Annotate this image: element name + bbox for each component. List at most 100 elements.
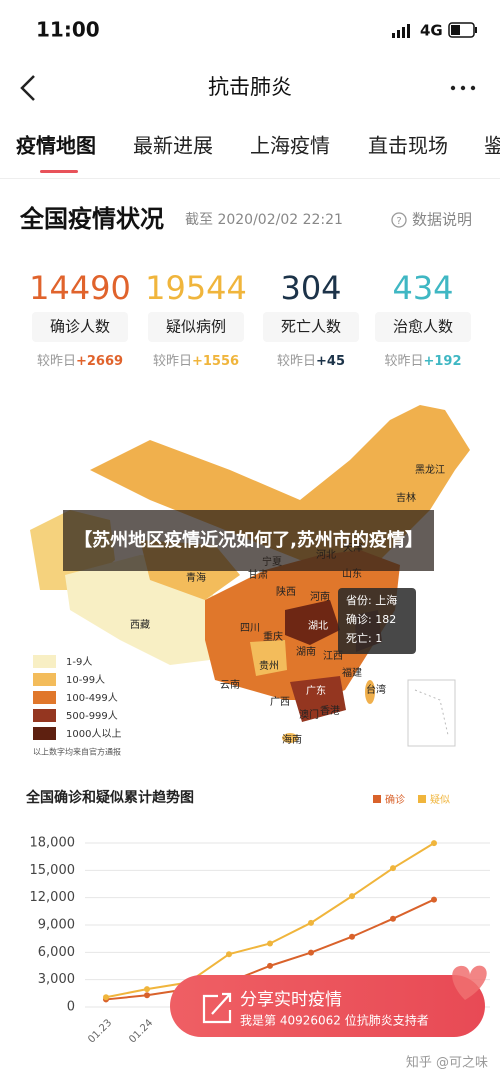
stat-change: 较昨日+45	[277, 354, 345, 369]
province-label: 黑龙江	[415, 463, 445, 476]
legend-swatch	[373, 795, 381, 803]
y-tick-label: 3,000	[38, 972, 75, 987]
section-title: 全国疫情状况	[19, 205, 164, 233]
legend-label: 1000人以上	[66, 728, 121, 740]
province-label: 广西	[270, 696, 290, 708]
data-point	[390, 865, 396, 872]
stat-label: 死亡人数	[281, 318, 341, 336]
province-label: 四川	[240, 623, 260, 634]
legend-swatch	[33, 691, 56, 704]
data-point	[144, 992, 150, 999]
stat-label-box	[375, 312, 471, 342]
tab[interactable]: 鉴	[484, 134, 500, 158]
help-icon[interactable]	[391, 212, 407, 228]
stat-label: 治愈人数	[393, 318, 453, 336]
tooltip-row: 死亡: 1	[346, 631, 382, 645]
legend-swatch	[33, 673, 56, 686]
data-point	[349, 893, 355, 900]
map-legend: 1-9人 10-99人 100-499人 500-999人 1000人以上	[33, 655, 121, 740]
province-label: 福建	[342, 666, 362, 679]
help-link[interactable]: 数据说明	[412, 211, 472, 229]
data-point	[103, 994, 109, 1001]
province-label: 广东	[306, 684, 326, 697]
x-tick-label: 01.23	[86, 1017, 114, 1045]
data-point	[267, 962, 273, 969]
data-point	[431, 840, 437, 847]
province-label: 重庆	[263, 630, 283, 643]
data-point	[144, 986, 150, 993]
map-tooltip: 省份: 上海 确诊: 182 死亡: 1	[338, 588, 416, 654]
map-note: 以上数字均来自官方通报	[33, 747, 121, 757]
compare-label: 较昨日	[277, 354, 316, 369]
stat-value: 19544	[145, 269, 247, 307]
back-button[interactable]	[20, 75, 35, 101]
y-tick-label: 15,000	[30, 863, 76, 878]
y-tick-label: 12,000	[30, 890, 76, 905]
stat-change: 较昨日+192	[384, 354, 461, 369]
province-label: 湖南	[296, 645, 316, 658]
change-value: +192	[423, 354, 461, 369]
divider	[0, 178, 500, 179]
y-tick-label: 9,000	[38, 918, 75, 933]
share-button[interactable]	[170, 975, 485, 1037]
tab[interactable]: 上海疫情	[250, 134, 330, 158]
battery-icon	[448, 22, 477, 38]
tab[interactable]: 疫情地图	[16, 134, 96, 158]
change-value: +2669	[76, 354, 123, 369]
province-label: 甘肃	[248, 568, 268, 581]
compare-label: 较昨日	[153, 354, 192, 369]
data-point	[267, 940, 273, 947]
tooltip-row: 确诊: 182	[346, 612, 396, 626]
data-point	[308, 949, 314, 956]
province-label: 陕西	[276, 585, 296, 598]
legend-label: 疑似	[430, 794, 450, 806]
change-value: +45	[316, 354, 345, 369]
province-label: 贵州	[259, 659, 279, 672]
tab-indicator	[40, 170, 78, 173]
province-label: 香港	[320, 705, 340, 717]
province-label: 江西	[323, 650, 343, 662]
signal-icon	[392, 24, 410, 38]
tab[interactable]: 最新进展	[133, 134, 213, 158]
stat-label-box	[148, 312, 244, 342]
compare-label: 较昨日	[384, 354, 423, 369]
stat-label: 疑似病例	[166, 318, 226, 336]
legend-swatch	[33, 709, 56, 722]
change-value: +1556	[192, 354, 239, 369]
stat-change: 较昨日+1556	[153, 354, 239, 369]
province-label: 海南	[282, 733, 302, 746]
share-icon	[202, 992, 232, 1024]
province-labels: 黑龙江 吉林 河北 天津 宁夏 青海 甘肃 山东 西藏 陕西 河南 四川 湖北 …	[130, 463, 445, 746]
y-tick-label: 0	[67, 1000, 75, 1015]
province-label: 河南	[310, 590, 330, 603]
legend-label: 500-999人	[66, 710, 118, 722]
help-icon-glyph: ?	[396, 216, 401, 227]
legend-swatch	[33, 655, 56, 668]
data-point	[226, 951, 232, 958]
province-label: 云南	[220, 678, 240, 691]
stat-change: 较昨日+2669	[37, 354, 123, 369]
tab[interactable]: 直击现场	[368, 134, 448, 158]
status-network: 4G	[420, 22, 443, 40]
province-label: 西藏	[130, 619, 150, 631]
x-tick-label: 01.24	[127, 1017, 155, 1045]
y-tick-label: 6,000	[38, 945, 75, 960]
article-banner: 【苏州地区疫情近况如何了,苏州市的疫情】	[63, 510, 434, 571]
province-label: 台湾	[366, 683, 386, 696]
series-line	[105, 842, 435, 999]
data-point	[390, 915, 396, 922]
status-time: 11:00	[36, 18, 100, 42]
more-button[interactable]	[450, 85, 476, 91]
legend-swatch	[418, 795, 426, 803]
stat-label-box	[32, 312, 128, 342]
watermark: 知乎 @可之味	[406, 1055, 488, 1071]
data-point	[308, 919, 314, 926]
tooltip-row: 省份: 上海	[346, 593, 397, 607]
legend-label: 1-9人	[66, 656, 92, 668]
data-point	[431, 896, 437, 903]
chart-title: 全国确诊和疑似累计趋势图	[25, 789, 194, 806]
stats: 14490确诊人数较昨日+266919544疑似病例较昨日+1556304死亡人…	[29, 269, 471, 369]
share-subtitle: 我是第 40926062 位抗肺炎支持者	[240, 1013, 429, 1028]
province-label: 青海	[186, 571, 206, 584]
